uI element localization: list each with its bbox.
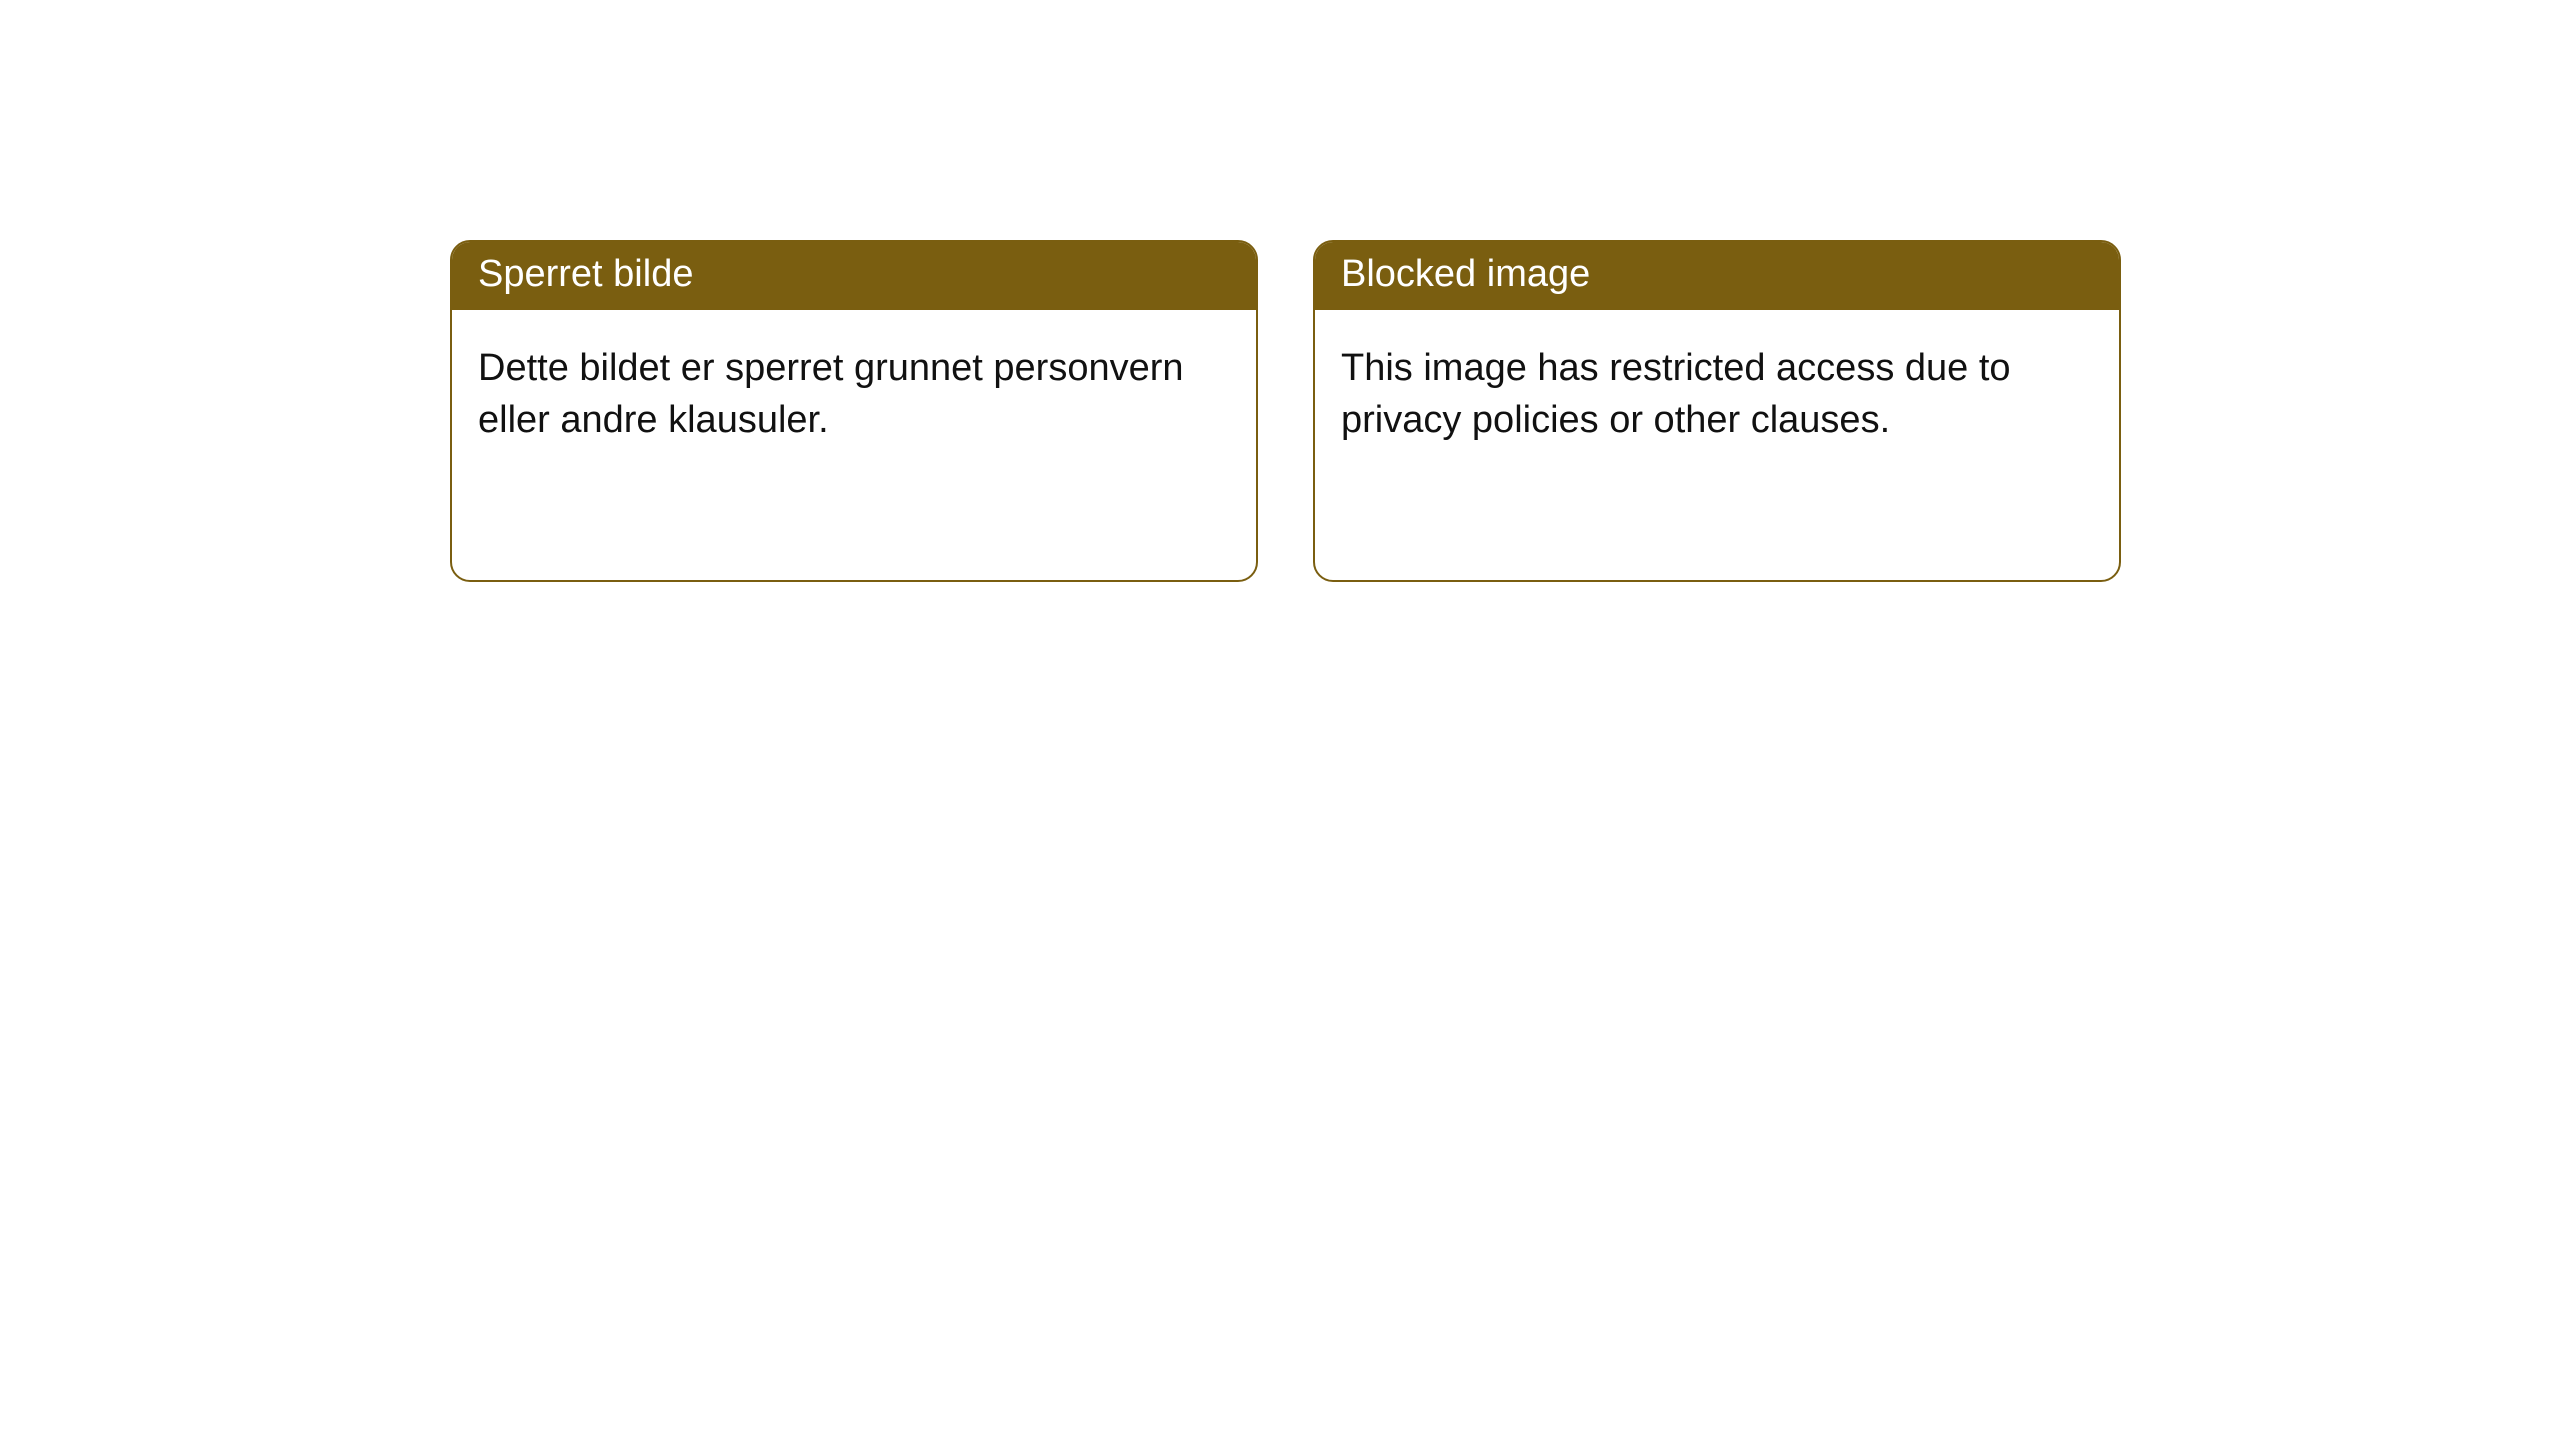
notice-body-norwegian: Dette bildet er sperret grunnet personve… <box>452 310 1256 580</box>
notice-title-english: Blocked image <box>1315 242 2119 310</box>
notice-title-norwegian: Sperret bilde <box>452 242 1256 310</box>
notice-card-english: Blocked image This image has restricted … <box>1313 240 2121 582</box>
notice-card-norwegian: Sperret bilde Dette bildet er sperret gr… <box>450 240 1258 582</box>
notice-container: Sperret bilde Dette bildet er sperret gr… <box>0 0 2560 582</box>
notice-body-english: This image has restricted access due to … <box>1315 310 2119 580</box>
